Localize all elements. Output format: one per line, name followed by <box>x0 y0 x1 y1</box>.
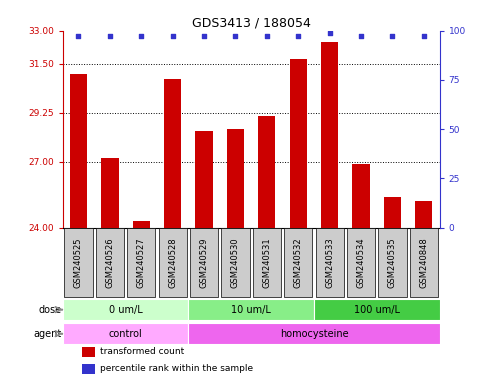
Bar <box>70 74 87 228</box>
Point <box>138 33 145 39</box>
FancyBboxPatch shape <box>221 228 250 297</box>
Text: GSM240534: GSM240534 <box>356 237 366 288</box>
Text: percentile rank within the sample: percentile rank within the sample <box>100 364 254 373</box>
FancyBboxPatch shape <box>188 299 314 320</box>
Point <box>74 33 82 39</box>
Text: GSM240529: GSM240529 <box>199 237 209 288</box>
Point <box>169 33 177 39</box>
Point <box>295 33 302 39</box>
Bar <box>133 221 150 228</box>
Bar <box>321 41 338 228</box>
Point <box>326 30 333 36</box>
Text: 10 um/L: 10 um/L <box>231 305 271 314</box>
FancyBboxPatch shape <box>96 228 124 297</box>
Text: homocysteine: homocysteine <box>280 329 348 339</box>
Bar <box>290 59 307 228</box>
Bar <box>258 116 275 228</box>
Text: 100 um/L: 100 um/L <box>354 305 400 314</box>
Point <box>200 33 208 39</box>
FancyBboxPatch shape <box>63 323 188 344</box>
FancyBboxPatch shape <box>158 228 187 297</box>
Bar <box>415 201 432 228</box>
FancyBboxPatch shape <box>347 228 375 297</box>
Point <box>420 33 428 39</box>
Text: GSM240535: GSM240535 <box>388 237 397 288</box>
FancyBboxPatch shape <box>188 323 440 344</box>
FancyBboxPatch shape <box>253 228 281 297</box>
FancyBboxPatch shape <box>378 228 407 297</box>
FancyBboxPatch shape <box>314 299 440 320</box>
Point <box>232 33 240 39</box>
Point <box>106 33 114 39</box>
Text: GSM240530: GSM240530 <box>231 237 240 288</box>
Text: 0 um/L: 0 um/L <box>109 305 142 314</box>
FancyBboxPatch shape <box>315 228 344 297</box>
FancyBboxPatch shape <box>284 228 313 297</box>
Text: transformed count: transformed count <box>100 347 185 356</box>
Bar <box>353 164 369 228</box>
FancyBboxPatch shape <box>410 228 438 297</box>
Bar <box>196 131 213 228</box>
Text: GSM240848: GSM240848 <box>419 237 428 288</box>
Text: GSM240526: GSM240526 <box>105 237 114 288</box>
Text: GSM240532: GSM240532 <box>294 237 303 288</box>
Text: GSM240528: GSM240528 <box>168 237 177 288</box>
FancyBboxPatch shape <box>64 228 93 297</box>
Point <box>357 33 365 39</box>
Bar <box>164 79 181 228</box>
Bar <box>82 364 95 374</box>
Bar <box>82 347 95 357</box>
Text: agent: agent <box>33 329 61 339</box>
Text: dose: dose <box>38 305 61 314</box>
Text: GSM240527: GSM240527 <box>137 237 146 288</box>
FancyBboxPatch shape <box>63 299 188 320</box>
Bar <box>384 197 401 228</box>
Text: GSM240531: GSM240531 <box>262 237 271 288</box>
Bar <box>227 129 244 228</box>
Text: GSM240525: GSM240525 <box>74 237 83 288</box>
Bar <box>101 157 118 228</box>
Text: GSM240533: GSM240533 <box>325 237 334 288</box>
Point <box>389 33 397 39</box>
FancyBboxPatch shape <box>127 228 156 297</box>
FancyBboxPatch shape <box>190 228 218 297</box>
Title: GDS3413 / 188054: GDS3413 / 188054 <box>192 17 311 30</box>
Point <box>263 33 271 39</box>
Text: control: control <box>109 329 142 339</box>
